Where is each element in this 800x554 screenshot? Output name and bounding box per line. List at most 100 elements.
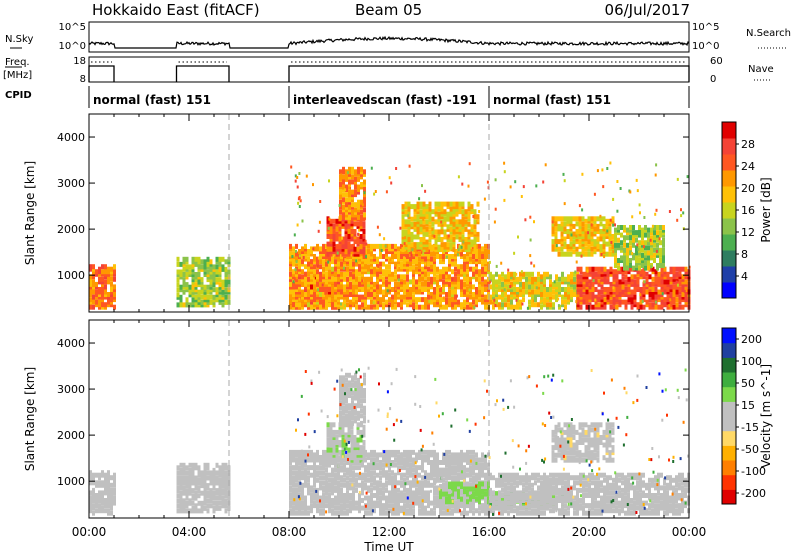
y-axis-label: Slant Range [km] xyxy=(23,161,37,265)
x-tick-label: 00:00 xyxy=(672,525,707,539)
freq-tick-top: 18 xyxy=(73,56,86,67)
data-region-0 xyxy=(89,264,116,310)
colorbar-segment xyxy=(722,328,736,344)
x-tick-label: 12:00 xyxy=(372,525,407,539)
colorbar-segment xyxy=(722,122,736,139)
colorbar-tick-label: 15 xyxy=(741,399,755,412)
nsky-frame xyxy=(88,21,690,53)
data-region-9 xyxy=(576,266,691,310)
freq-step-1 xyxy=(175,65,230,82)
colorbar-segment xyxy=(722,445,736,461)
cpid-segment-label: interleavedscan (fast) -191 xyxy=(293,93,477,107)
data-region-7 xyxy=(489,271,579,310)
data-region-0 xyxy=(89,470,116,516)
y-tick-label: 3000 xyxy=(57,177,85,190)
colorbar-segment xyxy=(722,218,736,235)
colorbar-tick-label: 16 xyxy=(741,204,755,217)
data-region-8 xyxy=(551,216,615,257)
nave-tick-top: 60 xyxy=(710,56,723,67)
y-tick-label: 4000 xyxy=(57,131,85,144)
colorbar-segment xyxy=(722,154,736,171)
freq-tick-bottom: 8 xyxy=(80,74,86,85)
data-region-1 xyxy=(176,256,231,308)
colorbar-segment xyxy=(722,460,736,476)
nsky-tick-bottom: 10^0 xyxy=(59,41,86,52)
colorbar-segment xyxy=(722,202,736,219)
nsky-label: N.Sky xyxy=(5,34,33,45)
colorbar-segment xyxy=(722,357,736,373)
y-tick-label: 2000 xyxy=(57,223,85,236)
y-tick-label: 3000 xyxy=(57,383,85,396)
panel-power xyxy=(88,113,739,313)
freq-step-0 xyxy=(88,65,115,82)
beam-label: Beam 05 xyxy=(355,1,422,19)
x-tick-label: 16:00 xyxy=(472,525,507,539)
data-region-4 xyxy=(326,216,366,257)
colorbar-label: Velocity [m s^-1] xyxy=(759,364,773,468)
freq-unit-label: [MHz] xyxy=(3,70,32,81)
colorbar-tick-label: -15 xyxy=(741,421,759,434)
plot-title: Hokkaido East (fitACF) xyxy=(92,1,260,19)
nsky-line xyxy=(88,35,690,49)
colorbar-tick-label: -200 xyxy=(741,487,766,500)
data-region-3 xyxy=(289,243,490,310)
colorbar-segment xyxy=(722,266,736,283)
colorbar-segment xyxy=(722,386,736,402)
data-region-7 xyxy=(489,472,690,516)
data-region-8 xyxy=(551,422,615,463)
y-tick-label: 1000 xyxy=(57,475,85,488)
colorbar-tick-label: 24 xyxy=(741,160,755,173)
data-region-5 xyxy=(439,481,490,505)
colorbar-segment xyxy=(722,474,736,490)
nsearch-label: N.Search xyxy=(746,28,791,39)
y-tick-label: 1000 xyxy=(57,269,85,282)
data-region-6 xyxy=(401,201,480,253)
colorbar-segment xyxy=(722,250,736,267)
freq-frame xyxy=(88,56,690,83)
colorbar-label: Power [dB] xyxy=(759,177,773,242)
colorbar-segment xyxy=(722,430,736,446)
colorbar-segment xyxy=(722,282,736,299)
colorbar-segment xyxy=(722,170,736,187)
colorbar-segment xyxy=(722,234,736,251)
panel-velocity xyxy=(88,319,739,519)
colorbar-tick-label: 200 xyxy=(741,333,762,346)
colorbar-segment xyxy=(722,342,736,358)
colorbar-segment xyxy=(722,138,736,155)
x-tick-label: 08:00 xyxy=(272,525,307,539)
x-tick-label: 04:00 xyxy=(172,525,207,539)
freq-step-2 xyxy=(288,65,690,82)
data-region-1 xyxy=(176,462,231,514)
cpid-label: CPID xyxy=(5,90,32,101)
colorbar-segment xyxy=(722,489,736,505)
colorbar-tick-label: 28 xyxy=(741,138,755,151)
colorbar-tick-label: -50 xyxy=(741,443,759,456)
colorbar-segment xyxy=(722,186,736,203)
cpid-segment-label: normal (fast) 151 xyxy=(93,93,211,107)
colorbar-frame xyxy=(721,327,737,505)
cpid-segment-label: normal (fast) 151 xyxy=(493,93,611,107)
nave-tick-bottom: 0 xyxy=(710,74,716,85)
colorbar-tick-label: 4 xyxy=(741,270,748,283)
colorbar-segment xyxy=(722,372,736,388)
nave-label: Nave xyxy=(748,64,774,75)
y-tick-label: 4000 xyxy=(57,337,85,350)
speckles xyxy=(290,161,691,310)
data-region-10 xyxy=(614,225,665,271)
nsearch-tick-top: 10^5 xyxy=(692,22,719,33)
data-region-3 xyxy=(326,422,366,463)
colorbar-tick-label: -100 xyxy=(741,465,766,478)
colorbar-tick-label: 100 xyxy=(741,355,762,368)
x-tick-label: 00:00 xyxy=(72,525,107,539)
colorbar-tick-label: 8 xyxy=(741,248,748,261)
y-axis-label: Slant Range [km] xyxy=(23,367,37,471)
colorbar-tick-label: 20 xyxy=(741,182,755,195)
x-tick-label: 20:00 xyxy=(572,525,607,539)
data-region-5 xyxy=(339,166,366,220)
colorbar-tick-label: 12 xyxy=(741,226,755,239)
colorbar-segment xyxy=(722,401,736,417)
data-region-4 xyxy=(339,372,366,426)
colorbar-tick-label: 50 xyxy=(741,377,755,390)
colorbar-segment xyxy=(722,416,736,432)
